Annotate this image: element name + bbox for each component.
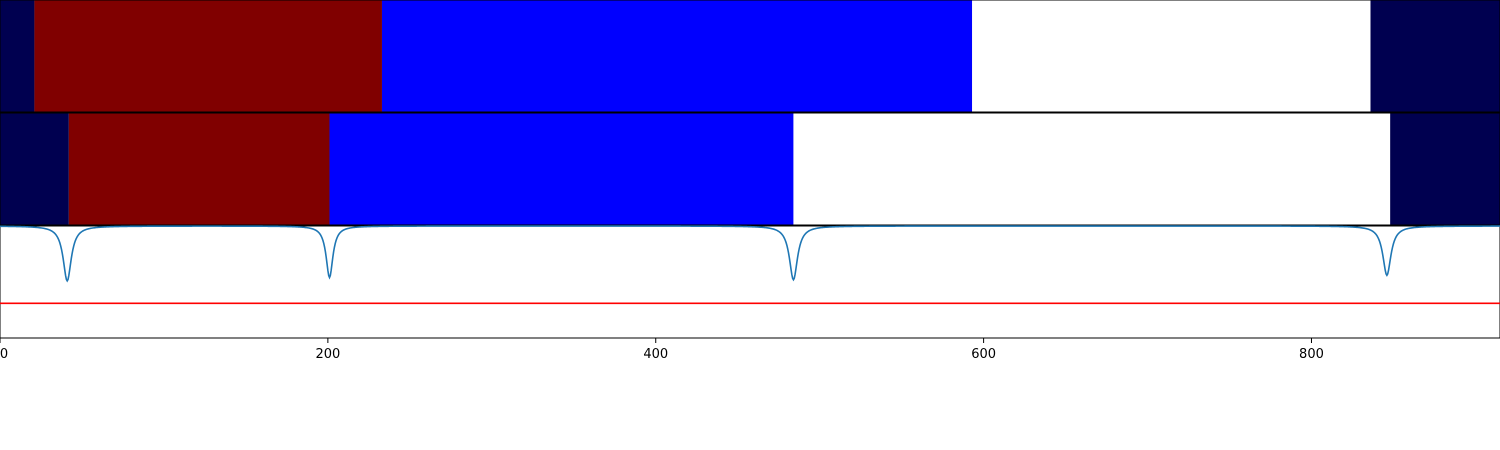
segment-2-4 [793, 113, 1391, 225]
signal-curve [0, 225, 1500, 283]
segment-row-1-frame [0, 0, 1500, 113]
segment-1-5 [1370, 0, 1500, 112]
x-tick-label-400: 400 [643, 347, 668, 362]
curve-panel [0, 225, 1500, 339]
segment-1-3 [381, 0, 973, 112]
segment-row-2-frame [0, 112, 1500, 226]
segment-row-2 [0, 113, 1500, 225]
x-tick-label-0: 0 [0, 347, 8, 362]
segment-2-5 [1390, 113, 1500, 225]
segment-row-1 [0, 0, 1500, 112]
segment-2-3 [329, 113, 794, 225]
x-axis: 0 200 400 600 800 [0, 338, 1324, 362]
segment-1-1 [0, 0, 35, 112]
segment-1-4 [972, 0, 1371, 112]
x-tick-label-600: 600 [971, 347, 996, 362]
segment-2-2 [68, 113, 330, 225]
segment-1-2 [34, 0, 382, 112]
curve-panel-frame [0, 225, 1500, 339]
segment-2-1 [0, 113, 69, 225]
x-tick-label-800: 800 [1299, 347, 1324, 362]
x-tick-label-200: 200 [315, 347, 340, 362]
